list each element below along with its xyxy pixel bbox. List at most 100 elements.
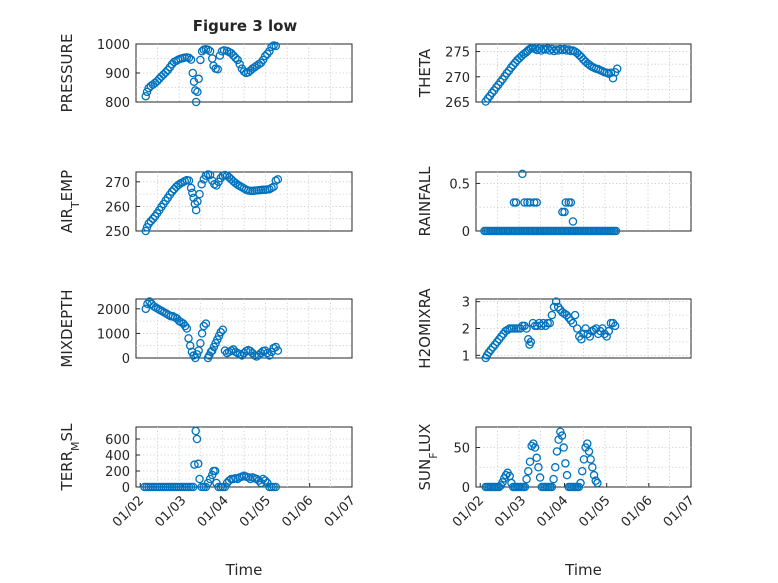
data-point: [510, 58, 520, 67]
data-point: [520, 482, 530, 492]
data-point: [231, 53, 240, 63]
data-point: [218, 325, 228, 334]
panel-theta: 265 270 275 THETA: [416, 43, 692, 111]
data-point: [529, 439, 538, 448]
data-point: [213, 64, 222, 74]
data-point: [547, 482, 557, 492]
data-point: [586, 455, 595, 464]
y-axis-label: RAINFALL: [416, 166, 434, 237]
x-tick-label: 01/02: [450, 493, 487, 530]
data-point: [203, 478, 213, 488]
data-point: [591, 324, 601, 333]
data-point: [220, 346, 230, 355]
data-point: [205, 170, 215, 180]
panel-pressure: 800 900 1000 PRESSURE: [58, 34, 353, 113]
data-point: [491, 83, 501, 92]
data-point: [196, 338, 205, 348]
x-tick-label: 01/04: [534, 493, 571, 530]
data-point: [161, 68, 170, 77]
y-tick-label: 400: [105, 449, 130, 464]
data-point: [229, 51, 238, 60]
panel-sun-flux: 0 50 SUNFLUX 01/02 01/03 01/04 01/05 01/06 01/07…: [416, 424, 698, 579]
data-point: [144, 219, 153, 228]
axes-box: [135, 426, 353, 488]
data-point: [488, 343, 498, 352]
y-axis-label: MIXDEPTH: [58, 289, 76, 367]
data-point: [194, 74, 203, 84]
x-tick-label: 01/05: [237, 493, 274, 530]
data-point: [260, 346, 270, 355]
data-point: [539, 318, 548, 328]
data-point: [190, 460, 199, 469]
data-point: [562, 470, 572, 480]
data-point: [528, 318, 538, 328]
data-point: [566, 198, 576, 207]
y-axis-label: PRESSURE: [58, 34, 76, 113]
data-point: [220, 482, 230, 492]
data-point: [195, 189, 204, 199]
data-point: [549, 474, 558, 484]
data-point: [159, 70, 168, 79]
x-tick-label: 01/06: [619, 493, 656, 530]
data-point: [254, 60, 264, 69]
data-point: [577, 466, 587, 476]
data-point: [594, 329, 603, 339]
data-point: [152, 76, 162, 86]
data-point: [195, 474, 204, 484]
data-point: [193, 197, 202, 206]
data-point: [508, 60, 518, 70]
x-tick-label: 01/02: [110, 493, 147, 530]
data-point: [191, 426, 200, 436]
data-point: [575, 332, 584, 341]
data-point: [575, 50, 584, 60]
x-tick-label: 01/07: [322, 493, 359, 530]
data-point: [572, 324, 582, 333]
data-point: [201, 319, 211, 328]
data-point: [574, 482, 584, 492]
data-point: [263, 348, 272, 358]
data-point: [265, 47, 274, 56]
data-point: [146, 216, 156, 226]
data-point: [501, 470, 511, 480]
data-point: [141, 91, 150, 101]
data-point: [585, 332, 595, 341]
data-point: [188, 482, 198, 492]
data-point: [591, 476, 600, 485]
data-point: [506, 63, 516, 72]
data-point: [497, 332, 506, 341]
data-point: [141, 226, 150, 236]
y-tick-label: 270: [445, 71, 470, 86]
y-axis-label: SUNFLUX: [416, 424, 440, 491]
data-point: [532, 45, 542, 55]
data-point: [182, 324, 192, 333]
data-point: [570, 310, 580, 320]
y-tick-label: 0: [122, 481, 130, 496]
x-tick-label: 01/07: [661, 493, 698, 530]
data-point: [235, 60, 245, 69]
data-point: [545, 46, 555, 55]
data-point: [484, 348, 493, 357]
data-point: [530, 443, 540, 452]
data-point: [545, 318, 555, 328]
x-axis-label: Time: [225, 561, 263, 579]
y-tick-label: 3: [462, 296, 470, 311]
data-point: [577, 334, 586, 344]
data-point: [237, 351, 247, 360]
data-point: [191, 97, 201, 107]
data-point: [524, 334, 533, 344]
data-point: [596, 326, 605, 336]
data-point: [252, 61, 261, 71]
x-tick-label: 01/04: [195, 493, 232, 530]
data-point: [227, 49, 236, 58]
data-point: [185, 341, 195, 350]
data-point: [524, 466, 533, 476]
y-tick-label: 200: [105, 465, 130, 480]
data-point: [248, 64, 257, 73]
data-point: [216, 327, 225, 337]
y-axis-label: THETA: [416, 48, 434, 98]
data-point: [494, 334, 504, 344]
data-point: [584, 447, 594, 456]
data-point: [273, 175, 283, 184]
data-point: [205, 474, 215, 484]
